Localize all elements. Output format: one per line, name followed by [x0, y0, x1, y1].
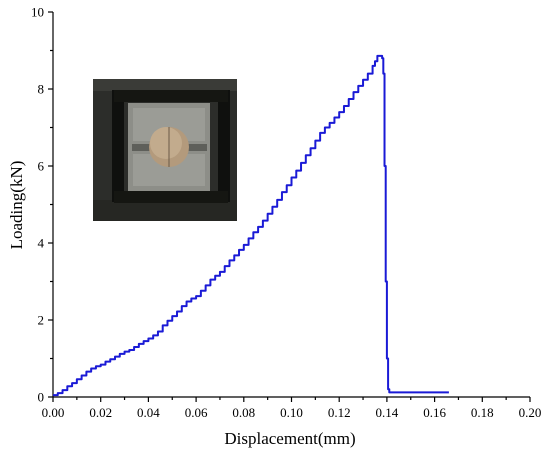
- x-tick-label: 0.18: [471, 405, 494, 420]
- y-tick-label: 10: [31, 5, 44, 20]
- x-tick-label: 0.04: [137, 405, 160, 420]
- x-tick-label: 0.20: [519, 405, 542, 420]
- x-tick-label: 0.06: [185, 405, 208, 420]
- x-tick-label: 0.12: [328, 405, 351, 420]
- y-tick-label: 0: [38, 390, 45, 405]
- x-tick-label: 0.14: [376, 405, 399, 420]
- y-tick-labels: 0 2 4 6 8 10: [31, 5, 45, 405]
- y-tick-label: 4: [38, 236, 45, 251]
- inset-photo: [93, 79, 237, 221]
- x-tick-label: 0.10: [280, 405, 303, 420]
- x-tick-label: 0.00: [42, 405, 65, 420]
- x-tick-label: 0.02: [89, 405, 112, 420]
- x-tick-labels: 0.00 0.02 0.04 0.06 0.08 0.10 0.12 0.14 0.16 0.18…: [42, 405, 542, 420]
- y-tick-label: 6: [38, 159, 45, 174]
- tick-marks: [48, 11, 531, 402]
- series-layer: [53, 54, 449, 397]
- x-tick-label: 0.08: [232, 405, 255, 420]
- y-tick-label: 2: [38, 313, 45, 328]
- x-axis-label: Displacement(mm): [224, 429, 355, 448]
- y-axis-label: Loading(kN): [7, 161, 26, 250]
- series-line-0: [53, 54, 449, 397]
- y-tick-label: 8: [38, 82, 45, 97]
- x-tick-label: 0.16: [423, 405, 446, 420]
